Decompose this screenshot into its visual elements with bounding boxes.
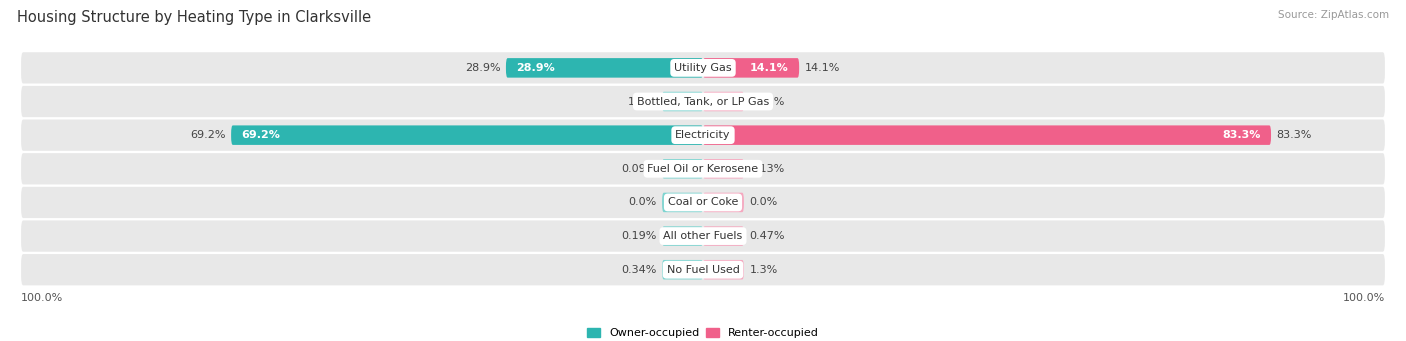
- Text: 100.0%: 100.0%: [1343, 293, 1385, 303]
- FancyBboxPatch shape: [21, 187, 1385, 218]
- Text: 69.2%: 69.2%: [242, 130, 280, 140]
- Text: 1.4%: 1.4%: [628, 97, 657, 106]
- Text: 0.09%: 0.09%: [621, 164, 657, 174]
- Text: 0.47%: 0.47%: [749, 231, 785, 241]
- Text: Housing Structure by Heating Type in Clarksville: Housing Structure by Heating Type in Cla…: [17, 10, 371, 25]
- Text: 83.3%: 83.3%: [1277, 130, 1312, 140]
- FancyBboxPatch shape: [703, 193, 744, 212]
- Text: 0.0%: 0.0%: [749, 197, 778, 207]
- Text: All other Fuels: All other Fuels: [664, 231, 742, 241]
- Text: 14.1%: 14.1%: [751, 63, 789, 73]
- FancyBboxPatch shape: [703, 125, 1271, 145]
- Text: Utility Gas: Utility Gas: [675, 63, 731, 73]
- FancyBboxPatch shape: [662, 226, 703, 246]
- FancyBboxPatch shape: [703, 92, 744, 111]
- Text: No Fuel Used: No Fuel Used: [666, 265, 740, 275]
- Text: Electricity: Electricity: [675, 130, 731, 140]
- FancyBboxPatch shape: [662, 159, 703, 179]
- FancyBboxPatch shape: [21, 153, 1385, 184]
- Text: 100.0%: 100.0%: [21, 293, 63, 303]
- Text: 14.1%: 14.1%: [804, 63, 839, 73]
- Text: 83.3%: 83.3%: [1222, 130, 1261, 140]
- FancyBboxPatch shape: [21, 254, 1385, 285]
- Text: 0.73%: 0.73%: [749, 97, 785, 106]
- FancyBboxPatch shape: [662, 193, 703, 212]
- Text: Source: ZipAtlas.com: Source: ZipAtlas.com: [1278, 10, 1389, 20]
- FancyBboxPatch shape: [703, 159, 744, 179]
- Text: Bottled, Tank, or LP Gas: Bottled, Tank, or LP Gas: [637, 97, 769, 106]
- Text: 69.2%: 69.2%: [190, 130, 226, 140]
- FancyBboxPatch shape: [506, 58, 703, 78]
- FancyBboxPatch shape: [703, 226, 744, 246]
- FancyBboxPatch shape: [703, 260, 744, 280]
- Text: 28.9%: 28.9%: [465, 63, 501, 73]
- FancyBboxPatch shape: [231, 125, 703, 145]
- FancyBboxPatch shape: [21, 220, 1385, 252]
- FancyBboxPatch shape: [662, 260, 703, 280]
- Text: 28.9%: 28.9%: [516, 63, 555, 73]
- FancyBboxPatch shape: [21, 119, 1385, 151]
- FancyBboxPatch shape: [662, 92, 703, 111]
- Text: 0.19%: 0.19%: [621, 231, 657, 241]
- FancyBboxPatch shape: [21, 52, 1385, 84]
- FancyBboxPatch shape: [703, 58, 799, 78]
- Text: Coal or Coke: Coal or Coke: [668, 197, 738, 207]
- FancyBboxPatch shape: [21, 86, 1385, 117]
- Text: Fuel Oil or Kerosene: Fuel Oil or Kerosene: [647, 164, 759, 174]
- Legend: Owner-occupied, Renter-occupied: Owner-occupied, Renter-occupied: [582, 323, 824, 341]
- Text: 0.13%: 0.13%: [749, 164, 785, 174]
- Text: 1.3%: 1.3%: [749, 265, 778, 275]
- Text: 0.0%: 0.0%: [628, 197, 657, 207]
- Text: 0.34%: 0.34%: [621, 265, 657, 275]
